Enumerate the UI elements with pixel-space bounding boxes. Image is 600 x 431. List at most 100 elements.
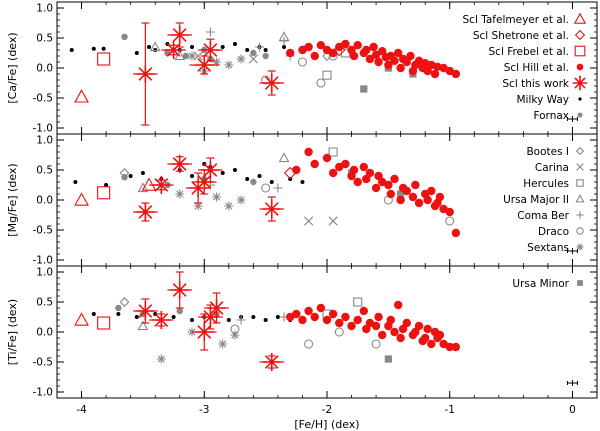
data-point	[374, 57, 383, 67]
y-axis-label: [Ti/Fe] (dex)	[6, 299, 19, 365]
y-axis-label: [Ca/Fe] (dex)	[6, 32, 19, 103]
legend: Ursa Minor	[512, 278, 583, 290]
data-point	[205, 27, 215, 37]
legend-marker	[576, 227, 584, 235]
data-point	[97, 186, 111, 200]
data-point	[292, 309, 301, 319]
series-bootes-i	[119, 168, 130, 178]
data-point	[248, 54, 258, 64]
y-tick-label: -1.0	[33, 255, 54, 267]
series-scl-tafelmeyer-et-al-	[74, 89, 89, 103]
data-point	[182, 52, 190, 60]
data-point	[423, 195, 432, 205]
data-point	[262, 52, 269, 60]
series-scl-frebel-et-al-	[97, 52, 111, 66]
data-point	[390, 327, 399, 337]
data-point	[232, 168, 237, 172]
data-point	[262, 74, 281, 92]
data-point	[164, 41, 183, 59]
data-point	[374, 171, 383, 181]
data-point	[170, 281, 189, 299]
data-point	[322, 70, 332, 80]
data-point	[255, 42, 264, 52]
legend-marker	[572, 75, 588, 91]
y-tick-label: 0.5	[36, 165, 53, 177]
legend-label: Ursa Major II	[503, 194, 569, 206]
data-point	[140, 171, 145, 175]
data-point	[406, 51, 415, 61]
data-point	[226, 318, 231, 322]
data-point	[427, 339, 436, 349]
data-point	[369, 42, 378, 52]
data-point	[393, 300, 403, 310]
data-point	[263, 318, 268, 322]
series-ursa-major-ii	[149, 31, 290, 61]
data-point	[174, 50, 186, 61]
legend-label: Ursa Minor	[512, 278, 569, 290]
data-point	[232, 42, 237, 46]
data-point	[304, 306, 313, 316]
data-point	[74, 312, 89, 326]
data-point	[402, 57, 411, 67]
legend-marker	[575, 194, 585, 203]
legend-label: Milky Way	[516, 94, 569, 106]
series-scl-tafelmeyer-et-al-	[74, 177, 157, 206]
data-point	[263, 48, 268, 52]
legend-marker	[576, 211, 584, 219]
data-point	[396, 195, 405, 205]
series-fornax	[121, 33, 269, 63]
data-point	[341, 312, 350, 322]
data-point	[451, 228, 461, 238]
panel-frame	[56, 265, 598, 399]
data-point	[261, 183, 271, 193]
data-point	[316, 78, 326, 88]
data-point	[353, 297, 363, 307]
data-point	[304, 42, 313, 52]
series-bootes-i	[119, 297, 130, 307]
data-point	[445, 207, 454, 217]
y-axis-label: [Mg/Fe] (dex)	[6, 163, 19, 236]
data-point	[152, 176, 171, 194]
data-point	[334, 327, 344, 337]
data-point	[365, 54, 375, 64]
data-point	[275, 315, 280, 319]
data-point	[304, 339, 314, 349]
data-point	[175, 189, 185, 199]
data-point	[190, 45, 194, 49]
y-tick-label: -0.5	[33, 357, 54, 369]
data-point	[137, 182, 149, 193]
data-point	[386, 189, 396, 199]
data-point	[170, 26, 189, 44]
data-point	[328, 147, 338, 157]
series-scl-this-work	[133, 155, 285, 222]
data-point	[119, 168, 130, 178]
data-point	[396, 63, 405, 73]
x-tick-label: -2	[322, 404, 332, 416]
data-point	[359, 162, 369, 172]
data-point	[195, 56, 214, 74]
y-tick-label: 0.0	[36, 327, 53, 339]
data-point	[195, 173, 214, 191]
data-point	[212, 192, 222, 202]
series-scl-frebel-et-al-	[97, 316, 111, 330]
legend-label: Scl Frebel et al.	[489, 46, 570, 58]
data-point	[341, 159, 350, 169]
series-scl-this-work	[133, 271, 285, 371]
data-point	[153, 48, 158, 52]
data-point	[411, 327, 420, 337]
series-hercules	[328, 147, 338, 157]
legend-label: Hercules	[523, 178, 569, 190]
series-scl-this-work	[133, 22, 285, 126]
data-point	[316, 303, 326, 313]
data-point	[201, 308, 220, 326]
data-point	[362, 45, 371, 55]
data-point	[141, 177, 157, 191]
series-scl-hill-et-al-	[292, 147, 461, 238]
data-point	[304, 216, 314, 226]
data-point	[408, 192, 418, 202]
data-point	[236, 315, 246, 325]
data-point	[292, 165, 301, 175]
data-point	[347, 321, 356, 331]
data-point	[224, 60, 234, 70]
data-point	[310, 159, 319, 169]
